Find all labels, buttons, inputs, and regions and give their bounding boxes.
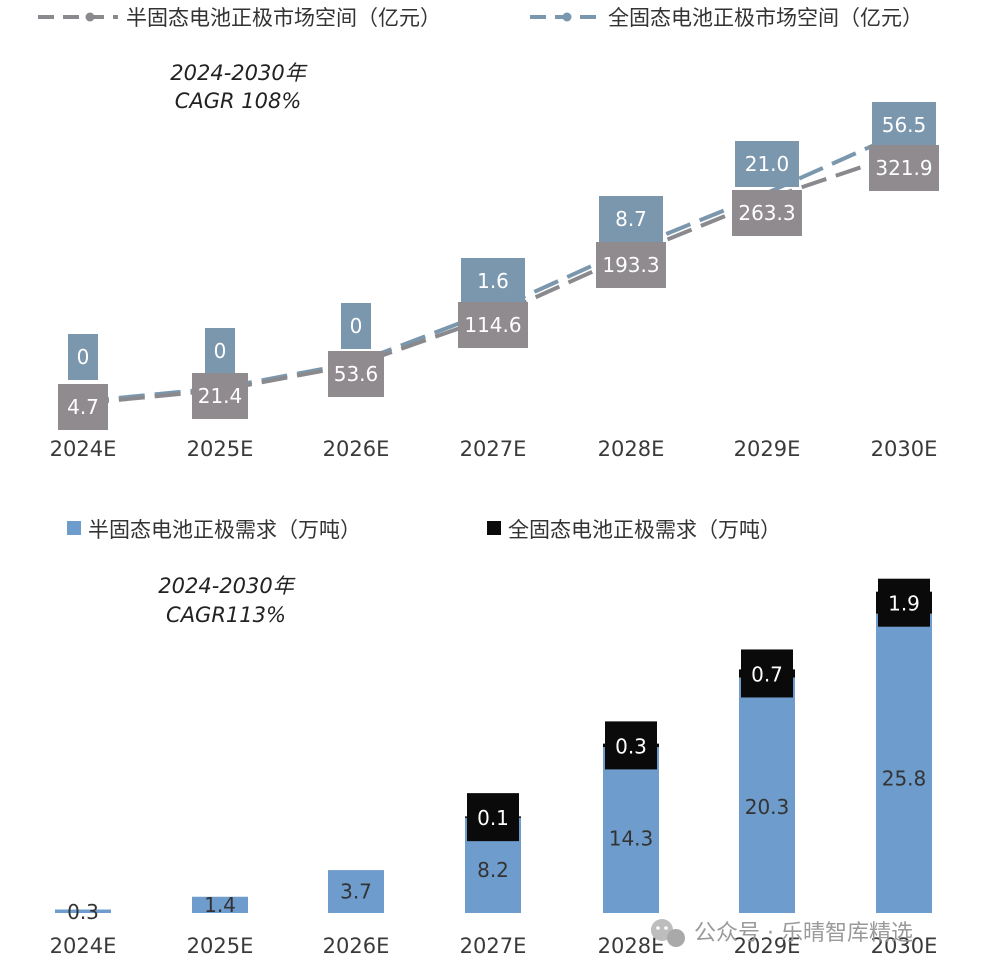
semi-demand-bar: [739, 677, 795, 913]
full-demand-label-box: [741, 649, 793, 698]
full-demand-data-label: 0.1: [477, 806, 509, 830]
full-market-data-label: 56.5: [882, 113, 927, 137]
full-demand-data-label: 0.7: [751, 662, 783, 686]
legend-item-full-market: 全固态电池正极市场空间（亿元）: [530, 6, 923, 30]
top-cagr-line2: CAGR 108%: [175, 89, 302, 113]
legend-label-full-market: 全固态电池正极市场空间（亿元）: [608, 6, 923, 30]
bottom-x-tick-label: 2029E: [734, 934, 801, 958]
bottom-x-tick-label: 2027E: [460, 934, 527, 958]
legend-label-full-demand: 全固态电池正极需求（万吨）: [508, 518, 781, 542]
full-market-label-box: [599, 196, 663, 242]
legend-label-semi-demand: 半固态电池正极需求（万吨）: [88, 518, 361, 542]
full-market-label-box: [872, 102, 936, 148]
semi-demand-bar: [192, 896, 248, 913]
semi-demand-data-label: 1.4: [204, 893, 236, 917]
legend-marker-semi: [85, 12, 95, 22]
semi-market-label-box: [58, 384, 108, 430]
wechat-icon: [651, 919, 685, 947]
semi-market-label-box: [328, 351, 384, 397]
watermark-text: 公众号 · 乐晴智库精选: [694, 921, 913, 946]
top-x-tick-label: 2029E: [734, 437, 801, 461]
semi-demand-bar: [328, 870, 384, 913]
full-market-label-box: [341, 303, 371, 349]
semi-demand-data-label: 25.8: [882, 766, 927, 790]
semi-market-label-box: [458, 302, 528, 348]
semi-market-data-label: 4.7: [67, 395, 99, 419]
bottom-x-tick-label: 2026E: [323, 934, 390, 958]
full-market-data-label: 8.7: [615, 207, 647, 231]
top-x-tick-label: 2030E: [871, 437, 938, 461]
top-x-tick-label: 2024E: [50, 437, 117, 461]
top-chart-marks: 0 4.7 0 21.4 0 53.6 1.6 114.6 8.7 193.3 21.0 263.3 5…: [58, 102, 939, 430]
full-demand-label-box: [605, 721, 657, 770]
bottom-x-axis-ticks: 2024E 2025E 2026E 2027E 2028E 2029E 2030E: [50, 934, 938, 958]
bottom-chart-marks: 0.3 1.4 3.7 8.2 0.1 14.3 0.3 20.3 0.7 25.8 1.9: [55, 578, 932, 924]
bottom-x-tick-label: 2028E: [598, 934, 665, 958]
top-x-tick-label: 2025E: [187, 437, 254, 461]
semi-market-label-box: [869, 145, 939, 191]
semi-market-label-box: [192, 373, 248, 419]
bottom-x-tick-label: 2024E: [50, 934, 117, 958]
legend-item-semi-market: 半固态电池正极市场空间（亿元）: [38, 6, 441, 30]
semi-demand-data-label: 3.7: [340, 880, 372, 904]
top-x-tick-label: 2028E: [598, 437, 665, 461]
full-demand-label-box: [467, 793, 519, 842]
top-x-tick-label: 2027E: [460, 437, 527, 461]
semi-market-data-label: 114.6: [464, 313, 521, 337]
semi-demand-bar: [55, 909, 111, 913]
semi-demand-data-label: 8.2: [477, 858, 509, 882]
full-market-data-label: 0: [77, 345, 90, 369]
legend-marker-full: [562, 12, 572, 22]
top-cagr-annotation: 2024-2030年 CAGR 108%: [170, 61, 307, 113]
bottom-cagr-annotation: 2024-2030年 CAGR113%: [158, 574, 295, 627]
semi-market-data-label: 193.3: [602, 253, 659, 277]
legend-item-semi-demand: 半固态电池正极需求（万吨）: [67, 518, 361, 542]
semi-demand-bar: [603, 747, 659, 913]
semi-market-label-box: [596, 242, 666, 288]
full-market-label-box: [735, 141, 799, 187]
bottom-cagr-line2: CAGR113%: [166, 603, 286, 627]
bottom-x-tick-label: 2030E: [871, 934, 938, 958]
full-demand-data-label: 1.9: [888, 592, 920, 616]
watermark: 公众号 · 乐晴智库精选: [651, 919, 913, 947]
semi-demand-bar: [876, 613, 932, 913]
legend-label-semi-market: 半固态电池正极市场空间（亿元）: [126, 6, 441, 30]
semi-market-label-box: [732, 190, 802, 236]
full-market-data-label: 0: [214, 339, 227, 363]
full-market-label-box: [68, 334, 98, 380]
bottom-legend: 半固态电池正极需求（万吨） 全固态电池正极需求（万吨）: [67, 518, 781, 542]
semi-market-data-label: 263.3: [738, 201, 795, 225]
semi-market-data-label: 321.9: [875, 156, 932, 180]
legend-swatch-full-bar: [487, 521, 501, 535]
top-cagr-line1: 2024-2030年: [170, 61, 307, 85]
bottom-x-tick-label: 2025E: [187, 934, 254, 958]
top-x-tick-label: 2026E: [323, 437, 390, 461]
full-demand-data-label: 0.3: [615, 734, 647, 758]
top-x-axis-ticks: 2024E 2025E 2026E 2027E 2028E 2029E 2030E: [50, 437, 938, 461]
full-demand-label-box: [878, 578, 930, 627]
legend-item-full-demand: 全固态电池正极需求（万吨）: [487, 518, 781, 542]
legend-swatch-semi-bar: [67, 521, 81, 535]
bottom-cagr-line1: 2024-2030年: [158, 574, 295, 598]
full-market-label-box: [461, 258, 525, 304]
full-market-data-label: 1.6: [477, 269, 509, 293]
full-market-label-box: [205, 328, 235, 374]
semi-demand-data-label: 0.3: [67, 900, 99, 924]
semi-market-data-label: 21.4: [198, 384, 243, 408]
full-market-data-label: 21.0: [745, 152, 790, 176]
top-legend: 半固态电池正极市场空间（亿元） 全固态电池正极市场空间（亿元）: [38, 6, 923, 30]
semi-demand-data-label: 20.3: [745, 795, 790, 819]
semi-market-data-label: 53.6: [334, 362, 379, 386]
semi-demand-data-label: 14.3: [609, 826, 654, 850]
full-market-data-label: 0: [350, 314, 363, 338]
